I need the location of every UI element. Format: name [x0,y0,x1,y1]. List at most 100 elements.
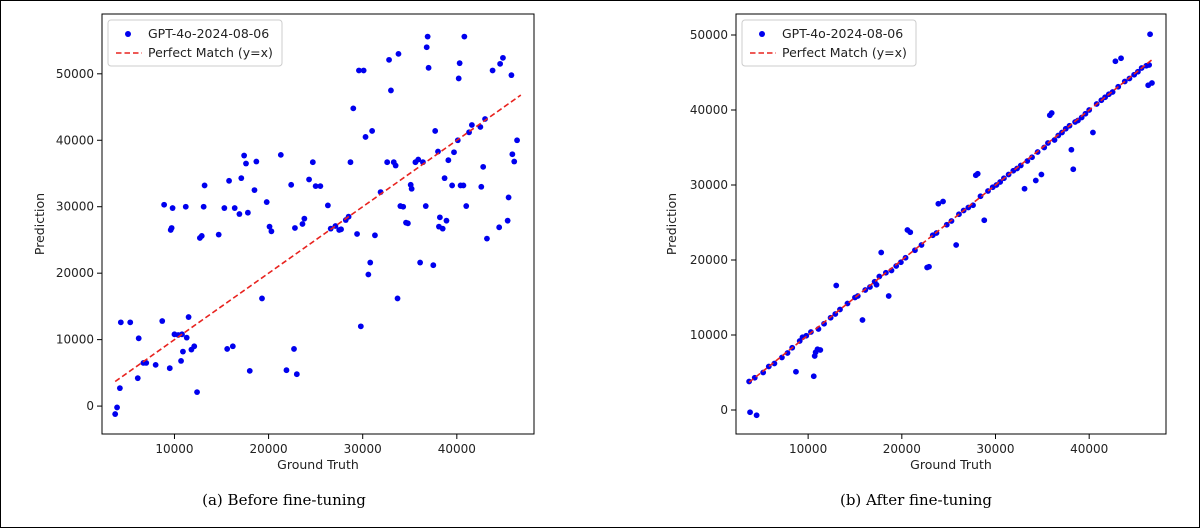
scatter-point [460,182,467,189]
scatter-point [441,175,448,182]
scatter-point [134,375,141,382]
legend-label-line: Perfect Match (y=x) [782,45,907,60]
legend-label-line: Perfect Match (y=x) [148,45,273,60]
scatter-point [417,259,424,266]
scatter-point [424,33,431,40]
scatter-point [185,314,192,320]
scatter-point [511,158,518,165]
x-tick-label: 40000 [1070,442,1108,456]
scatter-point [1041,144,1048,151]
scatter-point [360,67,367,74]
scatter-point [771,360,778,367]
scatter-point [350,105,357,112]
figure-caption: (b) After fine-tuning [840,491,992,509]
scatter-point [1051,137,1058,143]
y-tick-label: 50000 [56,67,94,81]
scatter-point [169,205,176,211]
scatter-point [400,203,407,210]
scatter-point [468,122,475,128]
scatter-point [940,198,946,205]
scatter-point [747,409,753,416]
scatter-point [977,193,984,200]
scatter-point [198,233,205,239]
scatter-point [116,385,123,392]
scatter-point [449,182,456,189]
scatter-point [463,203,470,209]
scatter-point [926,263,932,270]
x-tick-label: 30000 [344,442,382,456]
scatter-point [117,319,124,326]
scatter-point [182,203,189,210]
x-tick-label: 20000 [249,442,287,456]
scatter-point [876,273,883,280]
y-tick-label: 20000 [690,253,728,267]
scatter-point [497,60,504,67]
y-tick-label: 40000 [56,133,94,147]
scatter-point [1048,110,1055,116]
scatter-point [1149,80,1155,86]
scatter-point [443,217,450,224]
scatter-point [415,156,422,163]
scatter-point [114,404,120,411]
scatter-point [259,295,265,302]
legend-box [741,19,917,67]
scatter-point [981,217,988,224]
scatter-point [226,177,232,184]
legend-box [107,19,283,67]
scatter-point [974,170,981,177]
x-axis-label: Ground Truth [910,457,992,472]
scatter-point [821,320,827,327]
scatter-point [246,367,253,374]
scatter-point [878,249,885,256]
scatter-point [251,187,258,194]
scatter-point [135,335,142,342]
scatter-point [430,262,437,269]
y-axis-label: Prediction [664,193,679,255]
scatter-point [159,318,166,324]
scatter-point [1024,158,1031,164]
scatter-point [224,346,231,352]
scatter-point [833,282,840,289]
legend-marker-scatter [759,31,765,37]
y-tick-label: 20000 [56,266,94,280]
scatter-point [1078,114,1085,121]
scatter-point [231,205,238,211]
scatter-point [168,225,175,231]
scatter-point [338,226,344,233]
scatter-point [288,181,295,188]
scatter-point [1032,177,1039,184]
scatter-point [386,56,392,63]
scatter-point [1112,58,1119,65]
scatter-point [299,221,306,227]
scatter-point [505,194,512,201]
scatter-point [394,295,401,302]
y-tick-label: 10000 [56,333,94,347]
scatter-point [306,176,312,183]
y-tick-label: 30000 [56,200,94,214]
scatter-point [362,134,369,140]
scatter-point [127,319,134,326]
scatter-point [180,348,186,355]
scatter-point [943,221,950,228]
scatter-point [347,159,354,166]
scatter-point [817,347,824,353]
scatter-point [500,54,506,61]
scatter-point [484,235,490,242]
scatter-point [1090,129,1096,136]
scatter-point [439,225,446,232]
scatter-point [514,137,520,144]
legend: GPT-4o-2024-08-06 Perfect Match (y=x) [107,19,283,67]
scatter-point [191,343,198,350]
plot-area [101,13,535,435]
scatter-point [244,209,251,216]
scatter-point [784,350,791,356]
chart-after: 10000 20000 30000 40000 0 10000 20000 30000 4000… [664,13,1167,509]
scatter-point [367,259,374,266]
scatter-point [194,389,200,396]
scatter-point [1038,171,1045,178]
scatter-point [897,259,904,266]
scatter-point [152,361,159,368]
scatter-point [885,293,892,299]
scatter-point [395,50,402,57]
scatter-point [312,183,319,190]
